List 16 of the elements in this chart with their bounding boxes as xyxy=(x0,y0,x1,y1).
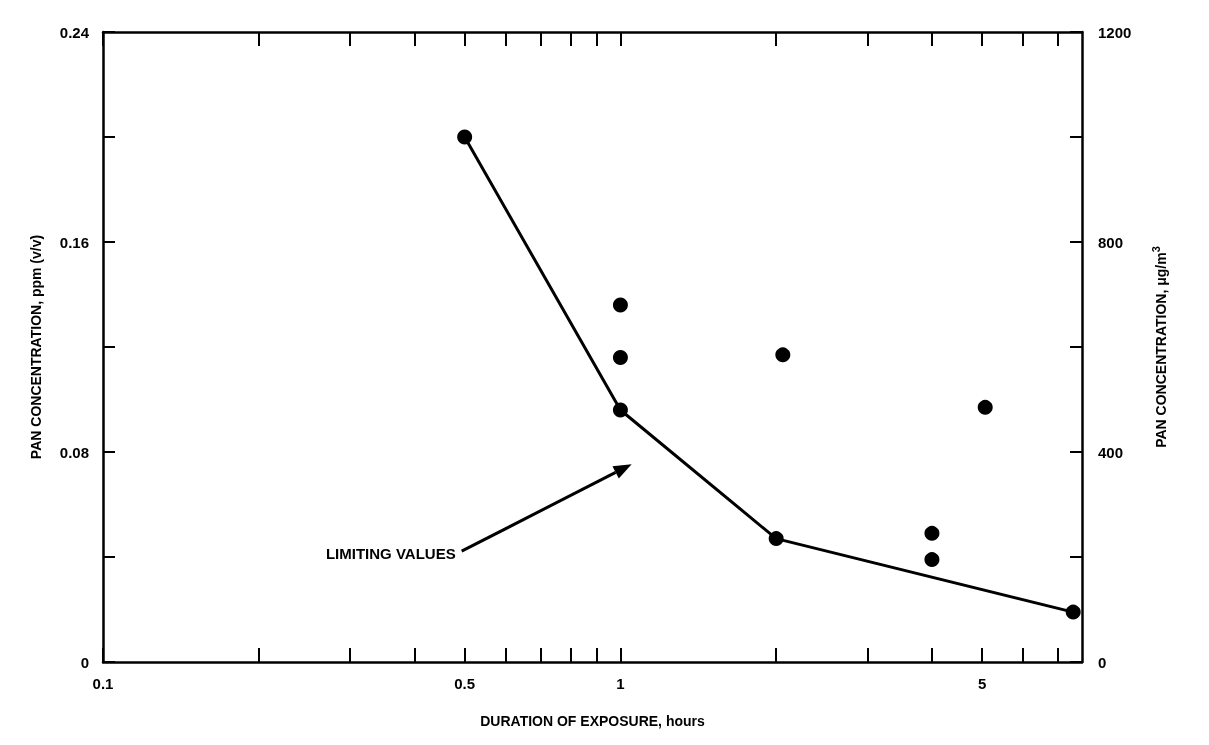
annotation: LIMITING VALUES xyxy=(325,545,456,563)
x-tick-label: 0.5 xyxy=(454,675,476,692)
y2-tick-label: 800 xyxy=(1098,233,1124,251)
y-tick-label: 0 xyxy=(80,653,89,671)
x-tick-label: 1 xyxy=(616,675,625,692)
x-axis-title: DURATION OF EXPOSURE, hours xyxy=(480,713,705,729)
y2-tick-label: 1200 xyxy=(1098,23,1132,41)
y-tick-label: 0.08 xyxy=(59,443,89,461)
y-tick-label: 0.24 xyxy=(59,23,90,41)
x-tick-label: 0.1 xyxy=(92,675,114,692)
x-tick-label: 5 xyxy=(977,675,987,692)
y2-axis-title: PAN CONCENTRATION, μg/m3 xyxy=(1149,246,1169,448)
y-tick-label: 0.16 xyxy=(59,233,89,251)
y2-tick-label: 0 xyxy=(1098,653,1107,671)
y2-tick-label: 400 xyxy=(1098,443,1124,461)
y-axis-title: PAN CONCENTRATION, ppm (v/v) xyxy=(28,234,44,460)
